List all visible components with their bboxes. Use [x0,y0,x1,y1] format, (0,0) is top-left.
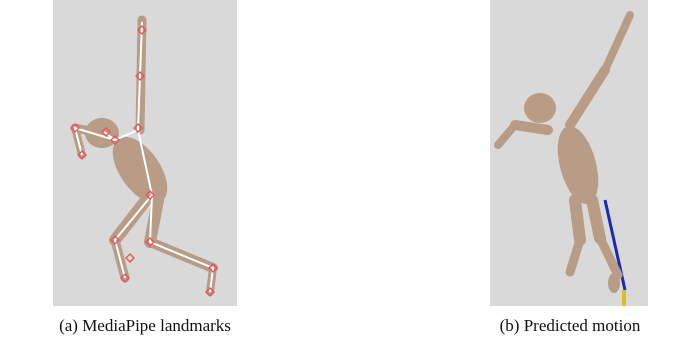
mannequin-shape [524,93,556,123]
mannequin-shape [608,273,620,293]
panel-a [53,0,237,306]
mannequin-shape [592,200,600,238]
caption: (b) Predicted motion [500,316,641,335]
caption: (a) MediaPipe landmarks [59,316,231,335]
panel-b [490,0,648,306]
mannequin-shape [515,125,548,130]
figure: (a) MediaPipe landmarks (b) Predicted mo… [0,0,684,343]
mannequin-shape [575,200,580,240]
